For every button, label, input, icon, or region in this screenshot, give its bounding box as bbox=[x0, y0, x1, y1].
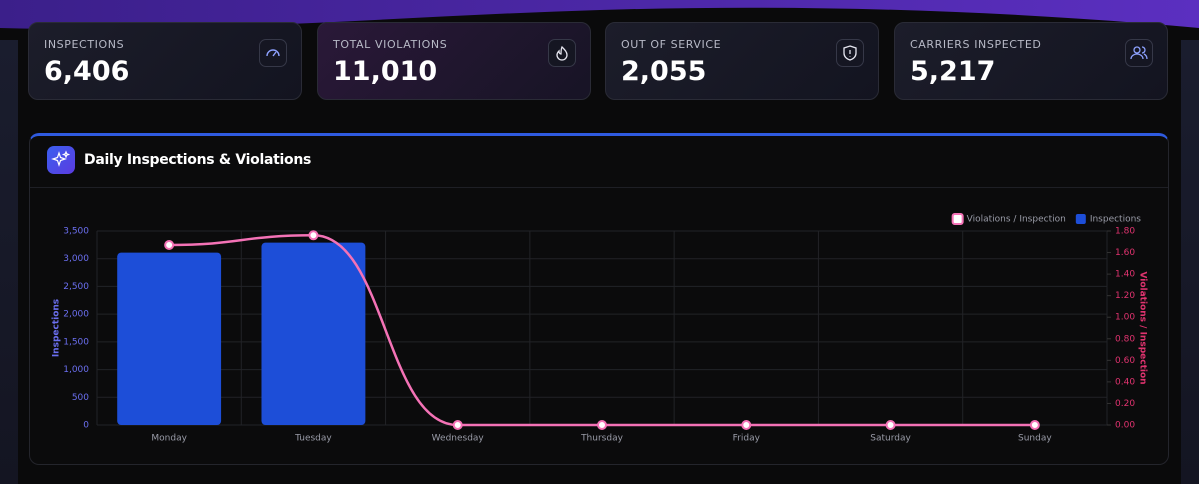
stat-label: OUT OF SERVICE bbox=[621, 38, 722, 51]
bar bbox=[261, 242, 366, 425]
stat-label: TOTAL VIOLATIONS bbox=[333, 38, 448, 51]
legend-label: Violations / Inspection bbox=[967, 215, 1066, 225]
panel-header: Daily Inspections & Violations bbox=[30, 136, 1168, 188]
chart-title: Daily Inspections & Violations bbox=[84, 152, 312, 168]
x-tick-label: Tuesday bbox=[294, 434, 332, 444]
line-point bbox=[1029, 420, 1040, 430]
legend-swatch bbox=[1075, 214, 1086, 224]
gauge-icon bbox=[259, 39, 287, 67]
y2-tick-label: 1.80 bbox=[1115, 227, 1135, 237]
flame-icon bbox=[548, 39, 576, 67]
shield-icon bbox=[836, 39, 864, 67]
x-tick-label: Wednesday bbox=[432, 434, 485, 444]
stat-value: 6,406 bbox=[44, 56, 130, 87]
bar bbox=[117, 252, 222, 425]
stat-card: TOTAL VIOLATIONS 11,010 bbox=[317, 22, 591, 100]
y-tick-label: 1,000 bbox=[63, 365, 89, 375]
y2-tick-label: 0.00 bbox=[1115, 421, 1135, 431]
x-tick-label: Friday bbox=[733, 434, 761, 444]
stat-value: 5,217 bbox=[910, 56, 996, 87]
y-tick-label: 0 bbox=[83, 421, 89, 431]
side-glow bbox=[1181, 40, 1199, 484]
y2-tick-label: 1.40 bbox=[1115, 270, 1135, 280]
sparkle-icon bbox=[47, 146, 75, 174]
legend-swatch bbox=[951, 213, 964, 225]
x-tick-label: Saturday bbox=[870, 434, 911, 444]
side-glow bbox=[0, 40, 18, 484]
x-tick-label: Thursday bbox=[580, 434, 624, 444]
users-icon bbox=[1125, 39, 1153, 67]
y2-axis-title: Violations / Inspection bbox=[1138, 271, 1148, 384]
y-tick-label: 2,500 bbox=[63, 282, 89, 292]
y-tick-label: 500 bbox=[72, 393, 89, 403]
stat-card: CARRIERS INSPECTED 5,217 bbox=[894, 22, 1168, 100]
y2-tick-label: 0.60 bbox=[1115, 356, 1135, 366]
header-wave bbox=[0, 0, 1199, 30]
y2-tick-label: 1.60 bbox=[1115, 248, 1135, 258]
y2-tick-label: 1.00 bbox=[1115, 313, 1135, 323]
x-tick-label: Sunday bbox=[1018, 434, 1052, 444]
stat-card: OUT OF SERVICE 2,055 bbox=[605, 22, 879, 100]
y-tick-label: 3,000 bbox=[63, 254, 89, 264]
line-point bbox=[885, 420, 896, 430]
y-tick-label: 3,500 bbox=[63, 227, 89, 237]
y-tick-label: 1,500 bbox=[63, 337, 89, 347]
legend-label: Inspections bbox=[1090, 215, 1141, 225]
line-point bbox=[597, 420, 607, 430]
stat-value: 11,010 bbox=[333, 56, 438, 87]
y2-tick-label: 0.40 bbox=[1115, 377, 1135, 387]
stat-value: 2,055 bbox=[621, 56, 707, 87]
y2-tick-label: 1.20 bbox=[1115, 291, 1135, 301]
line-point bbox=[741, 420, 752, 430]
line-point bbox=[308, 230, 319, 241]
line-point bbox=[452, 420, 463, 430]
stat-label: INSPECTIONS bbox=[44, 38, 125, 51]
x-tick-label: Monday bbox=[151, 434, 187, 444]
line-point bbox=[164, 240, 175, 251]
stat-label: CARRIERS INSPECTED bbox=[910, 38, 1042, 51]
y2-tick-label: 0.80 bbox=[1115, 334, 1135, 344]
y-axis-title: Inspections bbox=[52, 299, 62, 357]
y2-tick-label: 0.20 bbox=[1115, 399, 1135, 409]
y-tick-label: 2,000 bbox=[63, 310, 89, 320]
stat-card: INSPECTIONS 6,406 bbox=[28, 22, 302, 100]
